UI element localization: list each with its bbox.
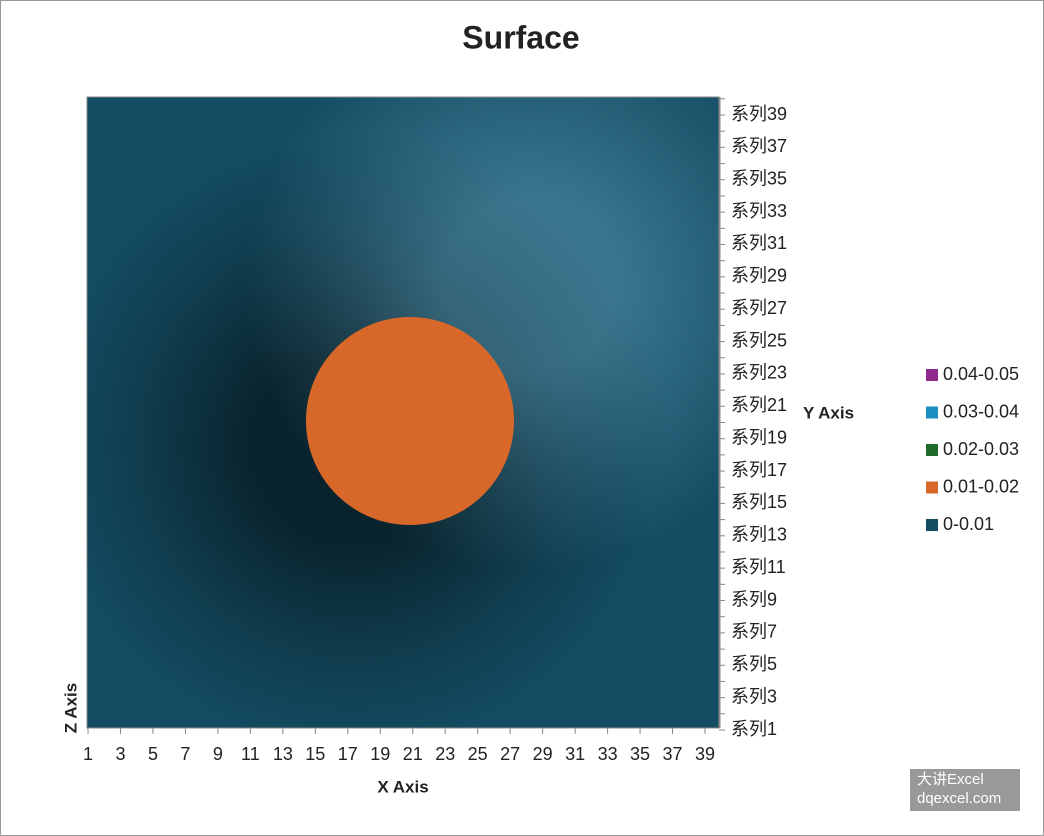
y-tick-label: 系列35 xyxy=(731,168,787,188)
x-tick-label: 31 xyxy=(565,744,585,764)
x-tick-label: 13 xyxy=(273,744,293,764)
y-tick-label: 系列29 xyxy=(731,266,787,286)
y-tick-label: 系列27 xyxy=(731,298,787,318)
y-tick-label: 系列39 xyxy=(731,104,787,124)
x-tick-label: 5 xyxy=(148,744,158,764)
y-tick-label: 系列5 xyxy=(731,654,777,674)
y-tick-label: 系列15 xyxy=(731,492,787,512)
y-tick-label: 系列37 xyxy=(731,136,787,156)
y-tick-label: 系列13 xyxy=(731,525,787,545)
x-tick-label: 39 xyxy=(695,744,715,764)
y-tick-label: 系列25 xyxy=(731,330,787,350)
legend-swatch xyxy=(926,369,938,381)
y-tick-label: 系列33 xyxy=(731,201,787,221)
x-tick-label: 29 xyxy=(533,744,553,764)
legend-swatch xyxy=(926,519,938,531)
legend-swatch xyxy=(926,406,938,419)
legend-label: 0.04-0.05 xyxy=(943,364,1019,384)
contour-band xyxy=(305,316,515,526)
watermark: dqexcel.com xyxy=(917,790,1001,807)
x-axis-title: X Axis xyxy=(377,777,428,796)
y-axis-title: Y Axis xyxy=(803,403,854,422)
x-tick-label: 21 xyxy=(403,744,423,764)
watermark: 大讲Excel xyxy=(917,771,984,788)
x-tick-label: 11 xyxy=(241,744,260,764)
chart-title: Surface xyxy=(462,19,579,55)
x-tick-label: 7 xyxy=(180,744,190,764)
legend-swatch xyxy=(926,444,938,456)
y-tick-label: 系列11 xyxy=(731,557,786,577)
legend-label: 0.01-0.02 xyxy=(943,476,1019,496)
x-tick-label: 35 xyxy=(630,744,650,764)
x-tick-label: 37 xyxy=(663,744,683,764)
y-tick-label: 系列21 xyxy=(731,395,787,415)
x-tick-label: 25 xyxy=(468,744,488,764)
y-tick-label: 系列23 xyxy=(731,363,787,383)
legend-label: 0-0.01 xyxy=(943,514,994,534)
x-tick-label: 17 xyxy=(338,744,358,764)
y-tick-label: 系列3 xyxy=(731,686,777,706)
x-tick-label: 33 xyxy=(598,744,618,764)
y-tick-label: 系列7 xyxy=(731,622,777,642)
x-tick-label: 9 xyxy=(213,744,223,764)
x-tick-label: 3 xyxy=(115,744,125,764)
legend-label: 0.03-0.04 xyxy=(943,401,1019,421)
y-tick-label: 系列1 xyxy=(731,719,777,739)
y-tick-label: 系列17 xyxy=(731,460,787,480)
y-tick-label: 系列31 xyxy=(731,233,787,253)
x-tick-label: 19 xyxy=(370,744,390,764)
y-tick-label: 系列19 xyxy=(731,427,787,447)
z-axis-title: Z Axis xyxy=(61,683,80,733)
watermark-box xyxy=(910,769,1020,811)
x-tick-label: 1 xyxy=(83,744,93,764)
x-tick-label: 27 xyxy=(500,744,520,764)
y-tick-label: 系列9 xyxy=(731,589,777,609)
x-tick-label: 23 xyxy=(435,744,455,764)
legend-swatch xyxy=(926,481,938,494)
x-tick-label: 15 xyxy=(305,744,325,764)
legend-label: 0.02-0.03 xyxy=(943,439,1019,459)
